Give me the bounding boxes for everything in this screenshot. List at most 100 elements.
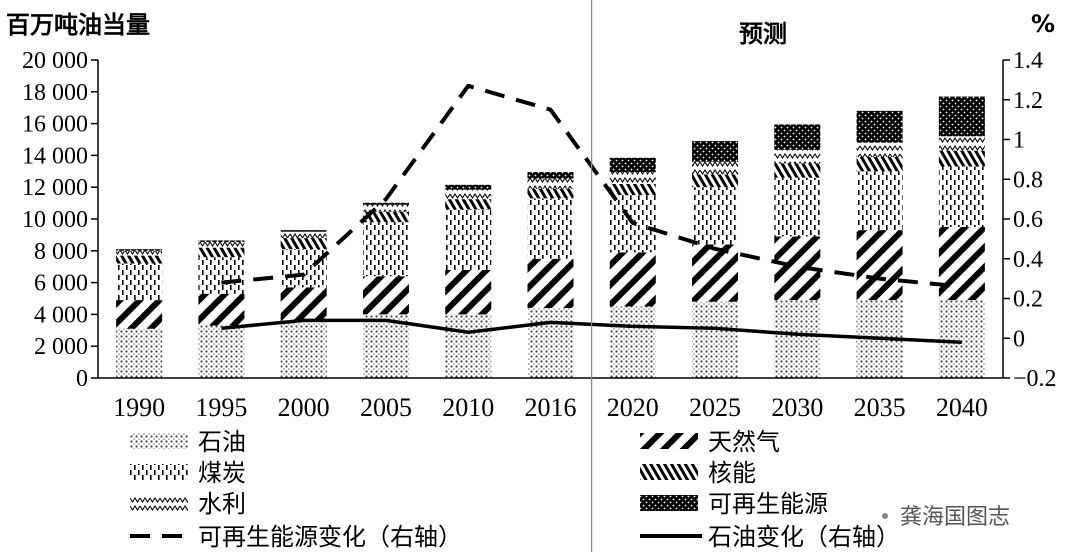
bar-2025-核能 bbox=[692, 174, 739, 188]
bar-2030-核能 bbox=[774, 163, 821, 178]
y-right-tick-label: 1.2 bbox=[1013, 88, 1043, 114]
bar-2005-核能 bbox=[362, 211, 409, 223]
bar-1990-水利 bbox=[116, 250, 163, 256]
y-left-tick-label: 0 bbox=[76, 366, 88, 392]
x-tick-label-1995: 1995 bbox=[195, 393, 247, 422]
y-left-tick-label: 10 000 bbox=[22, 207, 88, 233]
y-left-tick-label: 6 000 bbox=[34, 271, 88, 297]
bar-1990-石油 bbox=[116, 328, 163, 378]
bar-1995-水利 bbox=[198, 242, 245, 248]
y-left-axis-title: 百万吨油当量 bbox=[6, 11, 150, 39]
bar-2020-可再生能源 bbox=[609, 157, 656, 173]
bar-2040-水利 bbox=[938, 136, 985, 151]
bar-2030-可再生能源 bbox=[774, 124, 821, 150]
bar-2005-水利 bbox=[362, 204, 409, 212]
y-left-tick-label: 12 000 bbox=[22, 175, 88, 201]
bar-2025-天然气 bbox=[692, 244, 739, 302]
bar-2030-煤炭 bbox=[774, 177, 821, 237]
y-right-tick-label: 0 bbox=[1013, 326, 1025, 352]
bar-1990-天然气 bbox=[116, 300, 163, 329]
bar-2000-核能 bbox=[280, 238, 327, 250]
bar-2025-可再生能源 bbox=[692, 141, 739, 162]
y-right-axis-title: % bbox=[1031, 10, 1055, 38]
y-left-tick-label: 20 000 bbox=[22, 48, 88, 74]
legend-label-可再生能源: 可再生能源 bbox=[708, 490, 828, 518]
bar-2016-天然气 bbox=[527, 258, 574, 309]
bar-2035-水利 bbox=[856, 142, 903, 157]
bar-2016-核能 bbox=[527, 188, 574, 199]
bar-2010-煤炭 bbox=[445, 209, 492, 270]
bar-2000-可再生能源 bbox=[280, 230, 327, 232]
bar-2035-天然气 bbox=[856, 230, 903, 301]
x-tick-label-2025: 2025 bbox=[689, 393, 741, 422]
bar-2010-天然气 bbox=[445, 269, 492, 315]
bar-2005-煤炭 bbox=[362, 222, 409, 277]
bar-2016-煤炭 bbox=[527, 198, 574, 259]
bar-2020-天然气 bbox=[609, 252, 656, 307]
axes-layer: 0 2 000 4 000 6 000 8 000 10 000 12 000 14 000 1… bbox=[22, 0, 1057, 552]
legend-label-水利: 水利 bbox=[198, 490, 246, 518]
x-tick-label-2040: 2040 bbox=[936, 393, 988, 422]
bar-2005-天然气 bbox=[362, 276, 409, 315]
legend-swatch-核能 bbox=[640, 464, 698, 480]
legend-swatch-水利 bbox=[130, 495, 188, 511]
bar-2000-天然气 bbox=[280, 287, 327, 321]
legend-label-核能: 核能 bbox=[708, 459, 756, 487]
x-tick-label-2030: 2030 bbox=[771, 393, 823, 422]
bar-1995-可再生能源 bbox=[198, 240, 245, 243]
legend-swatch-天然气 bbox=[640, 433, 698, 449]
bar-2035-煤炭 bbox=[856, 171, 903, 231]
watermark-dot-icon bbox=[882, 513, 888, 519]
bar-2005-石油 bbox=[362, 314, 409, 378]
forecast-label: 预测 bbox=[739, 20, 787, 48]
legend-swatch-石油 bbox=[130, 433, 188, 449]
bar-2040-煤炭 bbox=[938, 166, 985, 227]
bar-2016-可再生能源 bbox=[527, 172, 574, 179]
y-right-tick-label: 0.4 bbox=[1013, 247, 1043, 273]
bar-2040-天然气 bbox=[938, 226, 985, 301]
legend-label-石油变化右轴: 石油变化（右轴） bbox=[708, 523, 900, 551]
bar-2040-可再生能源 bbox=[938, 96, 985, 137]
bar-2016-水利 bbox=[527, 178, 574, 189]
watermark: 龚海国图志 bbox=[882, 505, 1010, 530]
y-right-tick-label: 0.2 bbox=[1013, 287, 1043, 313]
x-tick-label-2035: 2035 bbox=[854, 393, 906, 422]
y-left-tick-label: 8 000 bbox=[34, 239, 88, 265]
bar-2025-煤炭 bbox=[692, 187, 739, 245]
legend-label-可再生能源变化右轴: 可再生能源变化（右轴） bbox=[198, 523, 462, 551]
bar-2010-可再生能源 bbox=[445, 184, 492, 190]
bar-1995-石油 bbox=[198, 325, 245, 378]
x-tick-label-1990: 1990 bbox=[113, 393, 165, 422]
bar-1995-煤炭 bbox=[198, 257, 245, 294]
legend-swatch-煤炭 bbox=[130, 464, 188, 480]
legend-label-天然气: 天然气 bbox=[708, 428, 780, 456]
y-left-tick-label: 18 000 bbox=[22, 80, 88, 106]
bar-1990-核能 bbox=[116, 255, 163, 264]
x-tick-label-2010: 2010 bbox=[442, 393, 494, 422]
bar-2020-石油 bbox=[609, 306, 656, 378]
bar-2020-核能 bbox=[609, 184, 656, 196]
watermark-text: 龚海国图志 bbox=[900, 505, 1010, 530]
x-tick-label-2016: 2016 bbox=[525, 393, 577, 422]
bar-2025-石油 bbox=[692, 301, 739, 378]
bar-1995-天然气 bbox=[198, 293, 245, 326]
x-tick-label-2020: 2020 bbox=[607, 393, 659, 422]
y-right-tick-label: −0.2 bbox=[1013, 366, 1057, 392]
y-right-tick-label: 0.6 bbox=[1013, 207, 1043, 233]
bar-2025-水利 bbox=[692, 161, 739, 175]
bar-1990-煤炭 bbox=[116, 263, 163, 301]
bar-2030-石油 bbox=[774, 300, 821, 378]
bar-2000-煤炭 bbox=[280, 249, 327, 288]
legend-swatch-可再生能源 bbox=[640, 495, 698, 511]
bar-1995-核能 bbox=[198, 247, 245, 258]
y-left-tick-label: 16 000 bbox=[22, 112, 88, 138]
x-tick-label-2000: 2000 bbox=[278, 393, 330, 422]
y-right-tick-label: 1 bbox=[1013, 128, 1025, 154]
bar-2010-核能 bbox=[445, 199, 492, 210]
x-tick-label-2005: 2005 bbox=[360, 393, 412, 422]
bar-2016-石油 bbox=[527, 308, 574, 378]
bar-2030-水利 bbox=[774, 149, 821, 164]
y-left-tick-label: 14 000 bbox=[22, 143, 88, 169]
